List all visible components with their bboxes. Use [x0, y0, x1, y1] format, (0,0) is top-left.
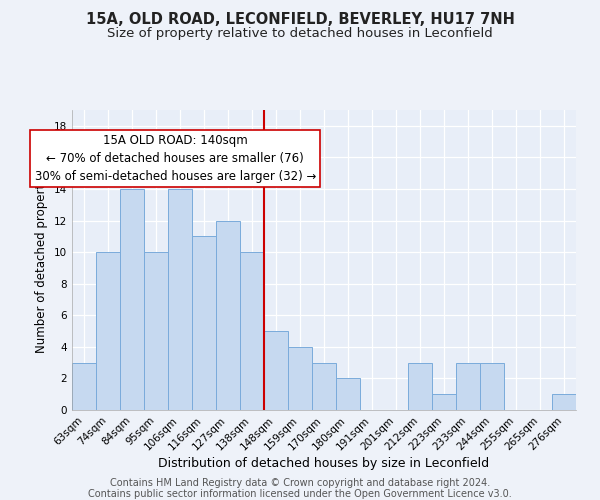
Bar: [432, 394, 456, 410]
Bar: [192, 236, 216, 410]
Bar: [408, 362, 432, 410]
Bar: [144, 252, 168, 410]
Bar: [240, 252, 264, 410]
Text: Contains HM Land Registry data © Crown copyright and database right 2024.: Contains HM Land Registry data © Crown c…: [110, 478, 490, 488]
Bar: [72, 362, 96, 410]
Text: Contains public sector information licensed under the Open Government Licence v3: Contains public sector information licen…: [88, 489, 512, 499]
Bar: [168, 189, 192, 410]
X-axis label: Distribution of detached houses by size in Leconfield: Distribution of detached houses by size …: [158, 458, 490, 470]
Bar: [216, 220, 240, 410]
Bar: [288, 347, 312, 410]
Bar: [120, 189, 144, 410]
Bar: [96, 252, 120, 410]
Text: 15A OLD ROAD: 140sqm
← 70% of detached houses are smaller (76)
30% of semi-detac: 15A OLD ROAD: 140sqm ← 70% of detached h…: [35, 134, 316, 182]
Text: 15A, OLD ROAD, LECONFIELD, BEVERLEY, HU17 7NH: 15A, OLD ROAD, LECONFIELD, BEVERLEY, HU1…: [86, 12, 514, 28]
Bar: [336, 378, 360, 410]
Bar: [264, 331, 288, 410]
Y-axis label: Number of detached properties: Number of detached properties: [35, 167, 49, 353]
Bar: [552, 394, 576, 410]
Bar: [456, 362, 480, 410]
Bar: [312, 362, 336, 410]
Bar: [480, 362, 504, 410]
Text: Size of property relative to detached houses in Leconfield: Size of property relative to detached ho…: [107, 28, 493, 40]
